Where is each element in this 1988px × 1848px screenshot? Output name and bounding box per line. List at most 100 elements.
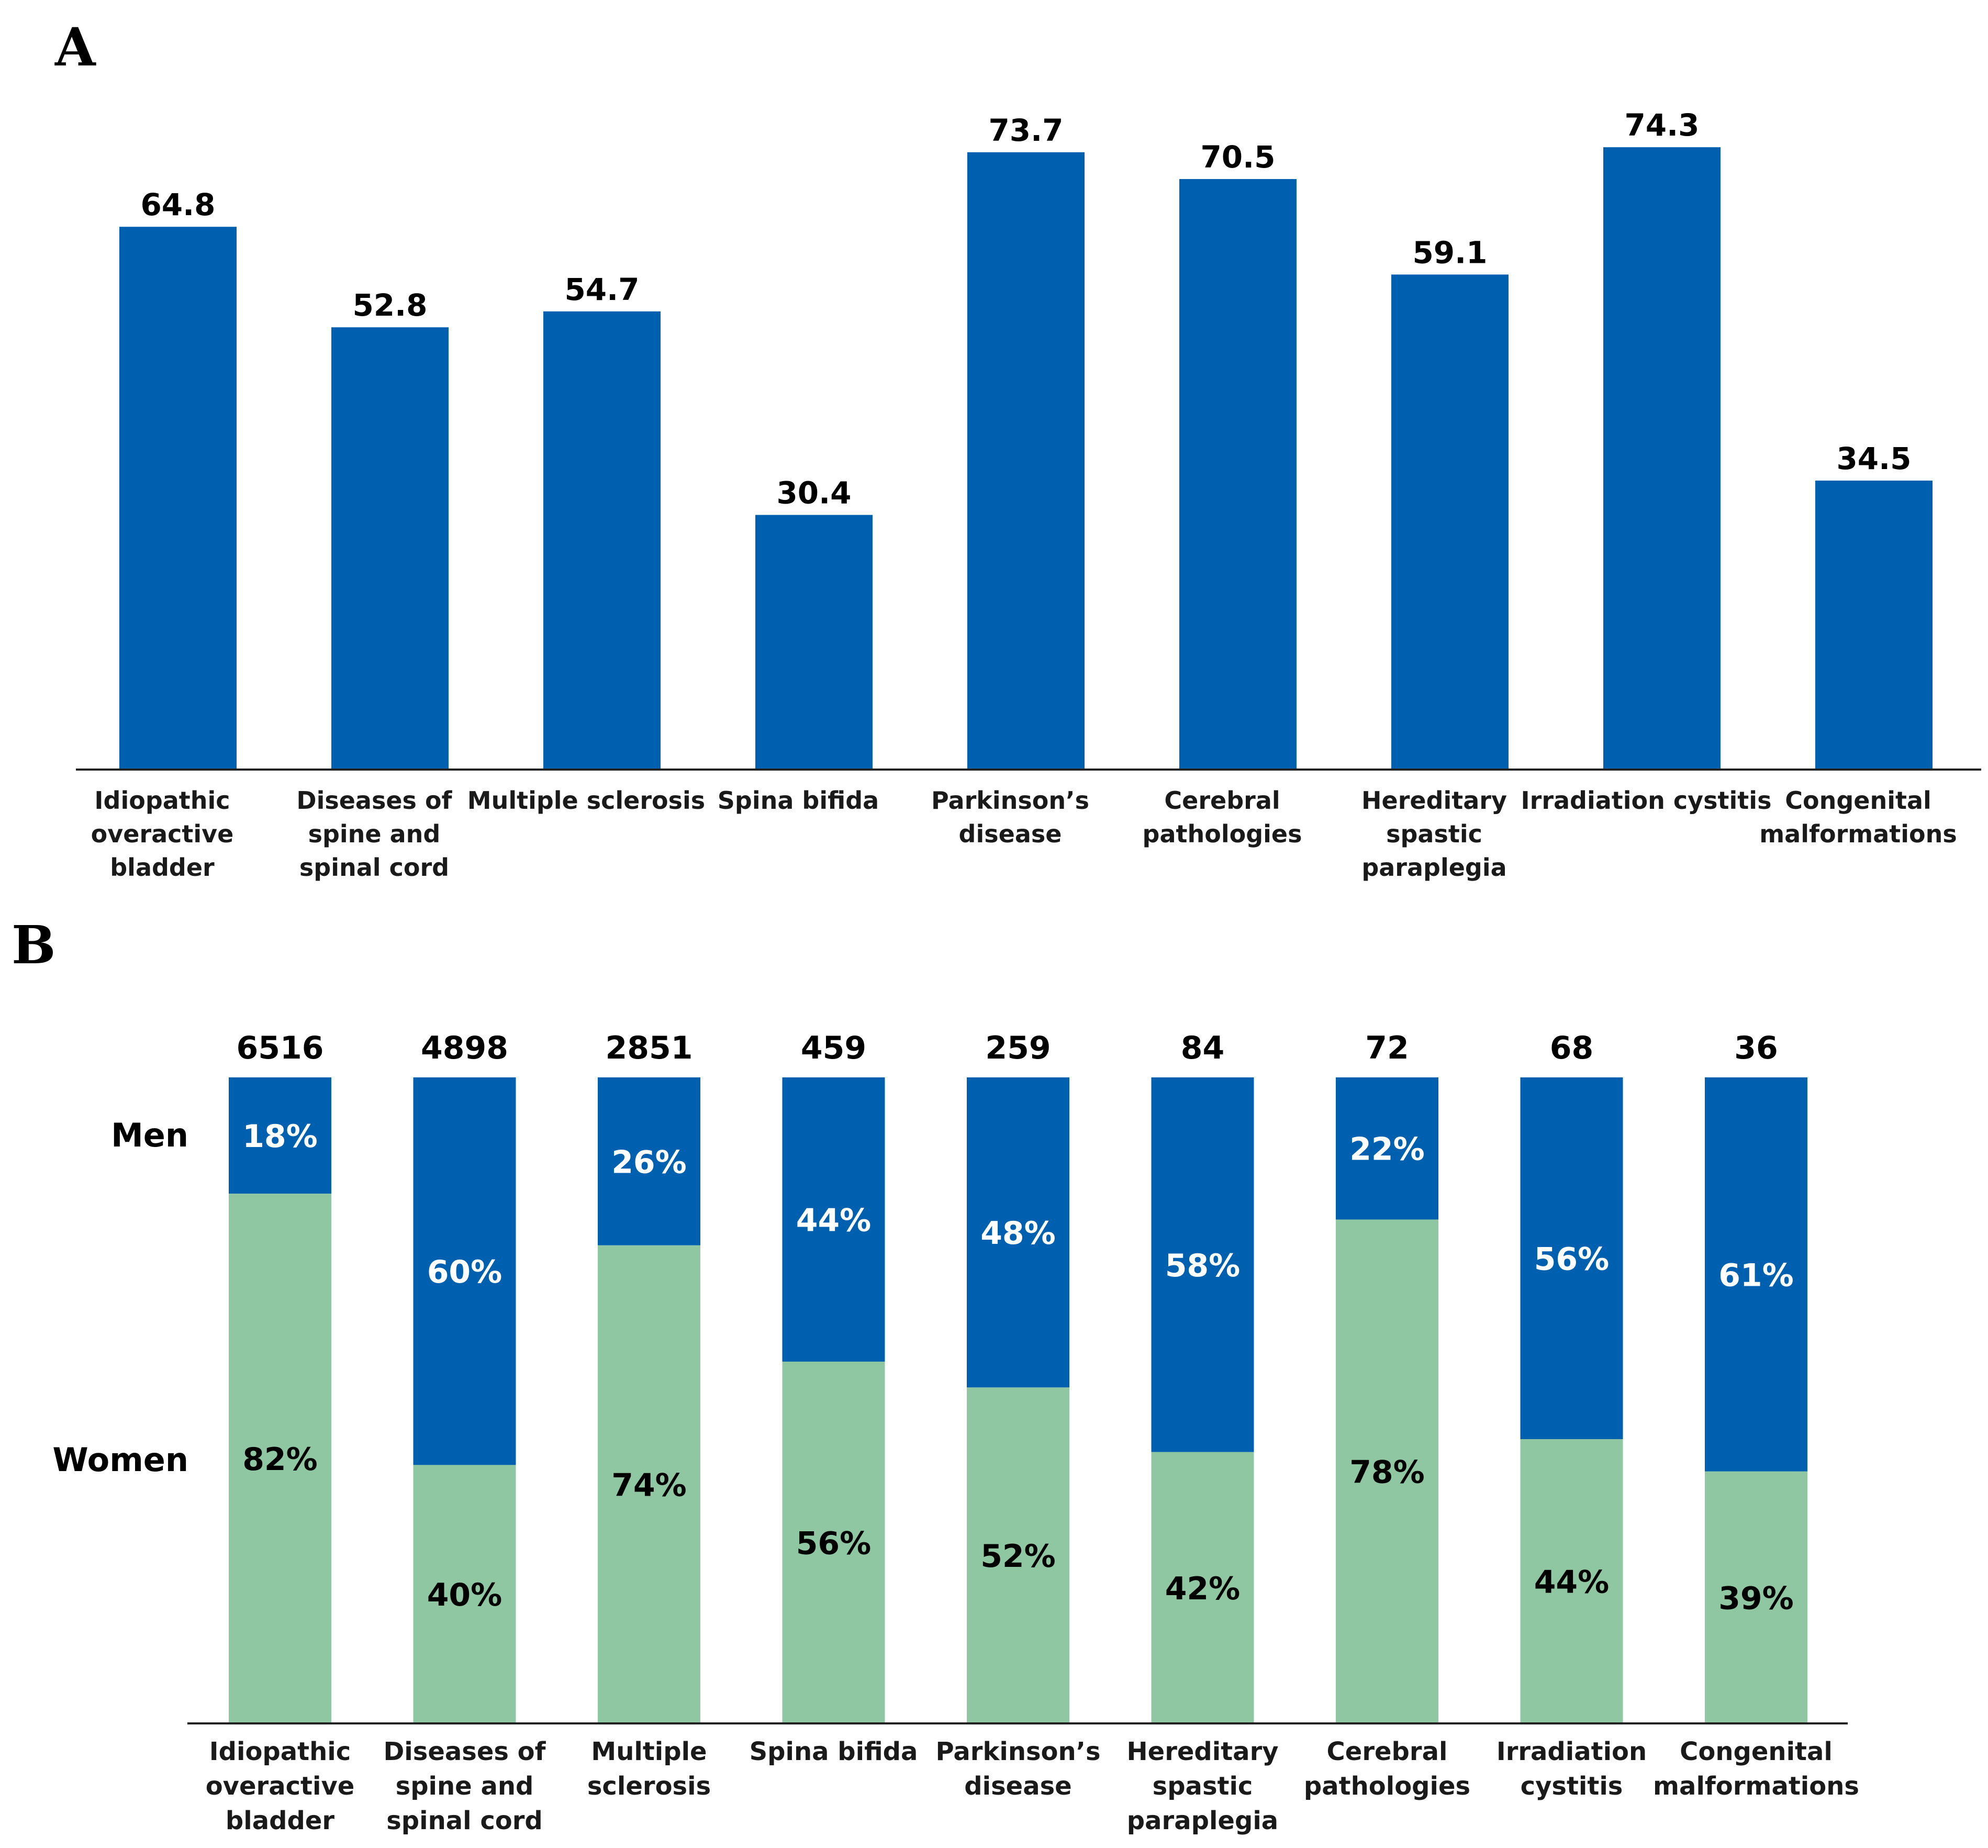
total-count: 84 <box>1181 1030 1225 1066</box>
men-segment <box>967 1077 1069 1388</box>
value-label: 34.5 <box>1836 441 1911 476</box>
women-percent-label: 82% <box>242 1441 318 1478</box>
total-count: 459 <box>801 1030 866 1066</box>
category-label: spine and <box>308 820 441 848</box>
men-segment <box>1705 1077 1807 1472</box>
total-count: 2851 <box>606 1030 693 1066</box>
value-label: 52.8 <box>352 287 427 323</box>
value-label: 70.5 <box>1200 139 1275 175</box>
category-label: Hereditary <box>1126 1737 1278 1766</box>
category-label: Idiopathic <box>209 1737 351 1766</box>
women-percent-label: 78% <box>1349 1454 1425 1491</box>
women-percent-label: 52% <box>980 1538 1056 1575</box>
category-label: bladder <box>110 853 215 882</box>
women-percent-label: 74% <box>611 1467 687 1504</box>
category-label: Spina bifida <box>718 786 879 815</box>
women-segment <box>1520 1439 1623 1723</box>
category-label: Irradiation cystitis <box>1521 786 1772 815</box>
value-label: 64.8 <box>140 187 215 222</box>
men-row-label: Men <box>111 1116 188 1154</box>
total-count: 72 <box>1365 1030 1409 1066</box>
women-percent-label: 39% <box>1718 1580 1794 1617</box>
men-percent-label: 48% <box>980 1215 1056 1252</box>
women-percent-label: 56% <box>796 1525 872 1562</box>
category-label: paraplegia <box>1127 1806 1278 1835</box>
men-percent-label: 60% <box>427 1254 502 1290</box>
category-label: Parkinson’s <box>931 786 1089 815</box>
panel-label-a: A <box>54 16 96 78</box>
chart-panel-a: 64.8 Idiopathic overactive bladder 52.8 Disea… <box>76 107 1981 882</box>
category-label: disease <box>959 820 1062 848</box>
category-label: spinal cord <box>386 1806 543 1835</box>
panel-label-b: B <box>12 914 56 976</box>
women-percent-label: 40% <box>427 1577 502 1613</box>
category-label: malformations <box>1653 1772 1859 1801</box>
category-label: Cerebral <box>1327 1737 1448 1766</box>
category-label: Irradiation <box>1496 1737 1647 1766</box>
category-label: cystitis <box>1521 1772 1623 1801</box>
men-segment <box>1151 1077 1254 1452</box>
category-label: Idiopathic <box>94 786 230 815</box>
men-segment <box>1336 1077 1438 1220</box>
bar <box>1603 147 1721 770</box>
category-label: disease <box>964 1772 1071 1801</box>
women-percent-label: 44% <box>1534 1564 1610 1601</box>
value-label: 73.7 <box>988 113 1063 148</box>
value-label: 74.3 <box>1624 107 1699 143</box>
men-percent-label: 61% <box>1718 1257 1794 1294</box>
men-percent-label: 18% <box>242 1118 318 1155</box>
value-label: 30.4 <box>776 475 851 511</box>
total-count: 68 <box>1550 1030 1594 1066</box>
women-segment <box>1705 1471 1807 1723</box>
category-label: Spina bifida <box>750 1737 918 1766</box>
women-row-label: Women <box>52 1441 188 1479</box>
bar <box>119 227 237 770</box>
women-percent-label: 42% <box>1165 1571 1241 1607</box>
women-segment <box>413 1465 516 1723</box>
category-label: Congenital <box>1785 786 1931 815</box>
category-label: overactive <box>206 1772 355 1801</box>
men-segment <box>782 1077 885 1362</box>
men-percent-label: 58% <box>1165 1248 1241 1284</box>
bar <box>967 152 1085 770</box>
women-segment <box>967 1387 1069 1723</box>
category-label: pathologies <box>1143 820 1302 848</box>
chart-panel-b: 6516 18% 82% Idiopathic overactive bladder 489… <box>52 1030 1859 1835</box>
men-segment <box>598 1077 700 1245</box>
category-label: malformations <box>1759 820 1957 848</box>
men-segment <box>413 1077 516 1465</box>
women-segment <box>598 1245 700 1723</box>
bar <box>1815 481 1933 770</box>
women-segment <box>782 1361 885 1723</box>
men-segment <box>1520 1077 1623 1440</box>
category-label: spinal cord <box>299 853 449 882</box>
category-label: Congenital <box>1680 1737 1833 1766</box>
category-label: bladder <box>226 1806 334 1835</box>
women-segment <box>1151 1452 1254 1723</box>
total-count: 6516 <box>237 1030 324 1066</box>
category-label: paraplegia <box>1361 853 1506 882</box>
category-label: Multiple sclerosis <box>467 786 705 815</box>
total-count: 259 <box>985 1030 1051 1066</box>
category-label: Diseases of <box>383 1737 546 1766</box>
men-segment <box>229 1077 331 1194</box>
value-label: 54.7 <box>564 272 639 307</box>
bar <box>1179 179 1297 770</box>
men-percent-label: 44% <box>796 1202 872 1239</box>
value-label: 59.1 <box>1412 235 1487 270</box>
bar <box>755 515 873 770</box>
category-label: spastic <box>1386 820 1482 848</box>
category-label: sclerosis <box>587 1772 711 1801</box>
total-count: 4898 <box>421 1030 508 1066</box>
category-label: pathologies <box>1304 1772 1470 1801</box>
men-percent-label: 56% <box>1534 1241 1610 1278</box>
category-label: overactive <box>91 820 234 848</box>
total-count: 36 <box>1734 1030 1778 1066</box>
category-label: Diseases of <box>296 786 452 815</box>
bar <box>331 327 449 770</box>
bar <box>1391 274 1509 770</box>
category-label: spine and <box>396 1772 534 1801</box>
women-segment <box>1336 1219 1438 1723</box>
men-percent-label: 26% <box>611 1144 687 1181</box>
